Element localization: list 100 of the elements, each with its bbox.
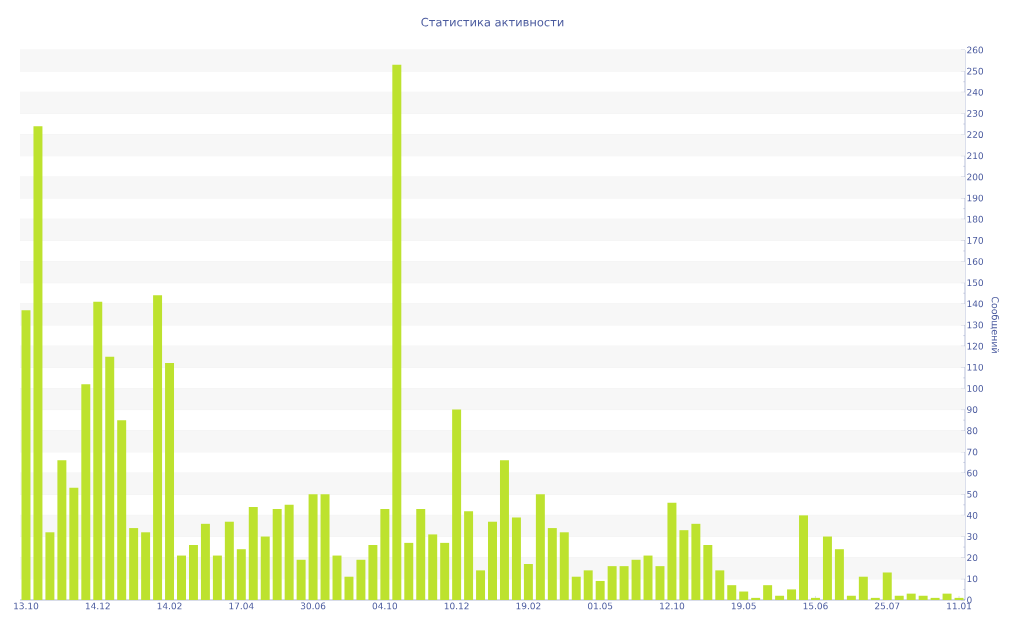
y-tick-label: 150 <box>967 279 984 287</box>
y-tick-label: 200 <box>967 173 984 181</box>
y-tick-label: 10 <box>967 575 978 583</box>
y-tick-label: 50 <box>967 490 978 498</box>
bar <box>248 506 258 600</box>
x-tick-label: 01.05 <box>587 602 613 610</box>
bar <box>691 523 701 600</box>
x-tick-label: 11.01 <box>947 602 972 610</box>
bar <box>775 595 785 600</box>
x-tick-label: 25.07 <box>875 602 900 610</box>
bar <box>200 523 210 600</box>
bar <box>787 589 797 600</box>
bar <box>811 597 820 600</box>
bar <box>69 487 79 600</box>
bar <box>739 591 749 600</box>
bar <box>464 511 474 600</box>
bar <box>799 515 809 600</box>
bar <box>452 409 462 600</box>
bar <box>619 566 629 600</box>
bar <box>858 576 868 600</box>
x-tick-label: 04.10 <box>372 602 398 610</box>
x-tick-label: 19.05 <box>731 602 756 610</box>
bar <box>763 585 773 600</box>
bar <box>559 532 569 600</box>
bar <box>488 521 497 600</box>
y-tick-label: 210 <box>967 152 984 160</box>
bar <box>715 570 725 600</box>
chart-title: Статистика активности <box>421 17 564 27</box>
bar <box>141 532 151 600</box>
x-tick-label: 12.10 <box>660 602 685 610</box>
bar <box>476 570 486 600</box>
bar <box>918 595 928 600</box>
bar <box>212 555 222 600</box>
bar <box>33 126 43 600</box>
bar <box>105 356 115 600</box>
bar <box>296 559 306 600</box>
y-tick-label: 60 <box>967 469 978 477</box>
y-tick-label: 190 <box>967 194 984 202</box>
x-tick-label: 13.10 <box>14 602 39 610</box>
bar <box>416 509 426 600</box>
y-tick-label: 80 <box>967 427 978 435</box>
x-tick-label: 10.12 <box>444 602 469 610</box>
bar <box>129 528 139 600</box>
bar <box>679 530 689 600</box>
y-tick-label: 70 <box>967 448 978 456</box>
bar <box>57 460 67 600</box>
bar <box>930 597 940 600</box>
x-tick-label: 17.04 <box>229 602 254 610</box>
bar <box>894 595 904 600</box>
bar <box>404 542 414 600</box>
y-axis-title: Сообщений <box>990 296 1000 353</box>
bar <box>308 494 318 600</box>
bar <box>583 570 593 600</box>
y-tick-label: 180 <box>967 215 984 223</box>
y-tick-label: 30 <box>967 533 978 540</box>
bar <box>571 576 581 600</box>
x-tick-label: 19.02 <box>516 602 541 610</box>
bar <box>834 549 844 600</box>
y-tick-label: 130 <box>967 321 984 329</box>
bar <box>942 593 952 600</box>
bar <box>751 597 761 600</box>
bar <box>631 559 641 600</box>
x-tick-label: 14.02 <box>157 602 182 610</box>
y-tick-label: 140 <box>967 300 984 308</box>
bar <box>93 301 103 600</box>
x-tick-label: 15.06 <box>803 602 828 610</box>
y-tick-label: 40 <box>966 511 978 519</box>
bar <box>344 576 354 600</box>
y-tick-label: 220 <box>967 131 984 138</box>
bar <box>870 597 880 600</box>
bar <box>703 544 713 600</box>
bar <box>882 572 892 600</box>
bar <box>595 580 605 600</box>
y-tick-label: 110 <box>967 363 984 371</box>
y-tick-label: 120 <box>967 342 984 350</box>
bar <box>655 566 665 600</box>
y-tick-label: 160 <box>967 258 984 265</box>
bar <box>224 521 234 600</box>
bar <box>380 509 390 600</box>
x-tick-label: 30.06 <box>300 602 326 610</box>
bar <box>547 528 557 600</box>
bar <box>356 559 366 600</box>
bar <box>607 566 617 600</box>
bar <box>392 64 402 600</box>
bar <box>954 597 964 600</box>
y-tick-label: 90 <box>967 406 978 413</box>
bar <box>428 534 438 600</box>
bar <box>284 504 294 600</box>
y-tick-label: 260 <box>967 46 984 54</box>
bar <box>260 536 270 600</box>
bar <box>165 363 175 600</box>
x-tick-label: 14.12 <box>85 602 110 610</box>
y-tick-label: 250 <box>967 67 984 75</box>
y-tick-label: 100 <box>967 385 984 392</box>
bar <box>499 460 509 600</box>
bar <box>523 564 533 600</box>
bar <box>117 420 127 600</box>
bar <box>153 295 163 600</box>
bar <box>511 517 521 600</box>
bar <box>440 542 450 600</box>
